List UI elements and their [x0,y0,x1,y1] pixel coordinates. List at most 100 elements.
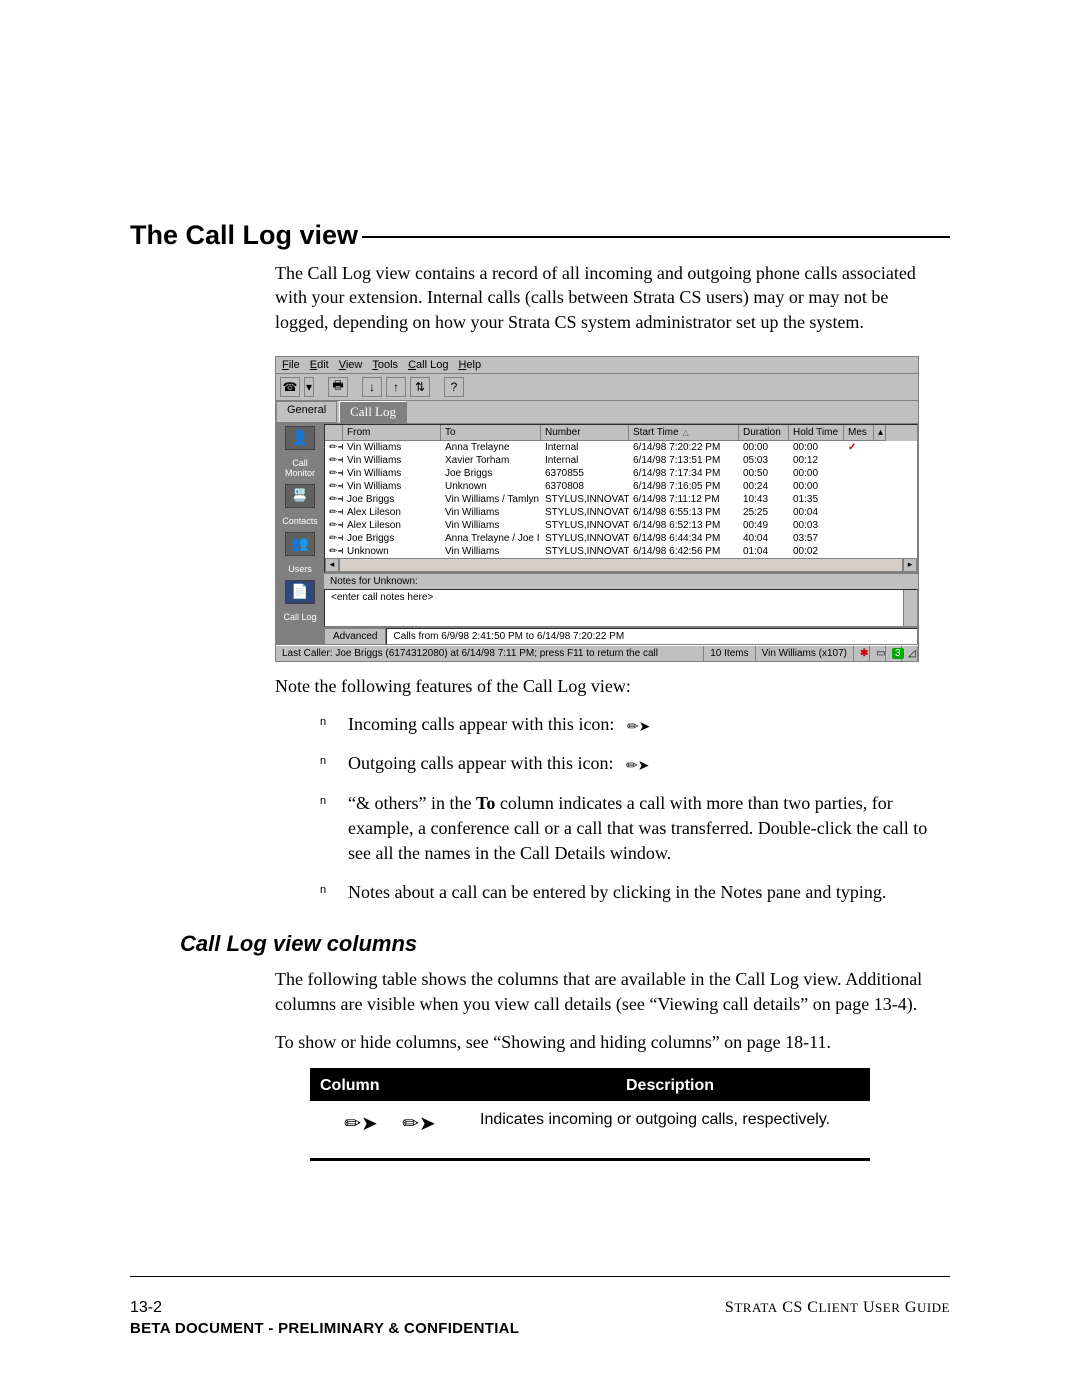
tab-advanced[interactable]: Advanced [324,628,386,645]
sidebar-item[interactable]: 📇 [279,484,321,510]
col-starttime[interactable]: Start Time△ [629,425,739,441]
col-number[interactable]: Number [541,425,629,441]
notes-scrollbar[interactable] [903,590,917,626]
status-lastcaller: Last Caller: Joe Briggs (6174312080) at … [276,646,704,661]
sidebar-item[interactable]: 👥 [279,532,321,558]
tb-down-icon[interactable]: ↓ [362,377,382,397]
user-icon: 👤 [285,426,315,450]
col-mes[interactable]: Mes [844,425,874,441]
feature-bullets: Incoming calls appear with this icon: ✏➤… [320,712,950,905]
cell-from: Joe Briggs [343,532,441,545]
col-icon[interactable] [325,425,343,441]
sidebar-item-users[interactable]: Users [279,564,321,574]
cell-mark [844,519,874,532]
horizontal-scrollbar[interactable]: ◂ ▸ [325,558,917,572]
cell-icons: ✏➤ ✏➤ [310,1101,470,1160]
menu-calllog[interactable]: Call Log [408,359,448,371]
cell-duration: 25:25 [739,506,789,519]
guide-title: STRATA CS CLIENT USER GUIDE [725,1299,950,1317]
sidebar-item-callmonitor[interactable]: Call Monitor [279,458,321,478]
cell-duration: 00:50 [739,467,789,480]
cell-from: Vin Williams [343,454,441,467]
cell-number: STYLUS,INNOVATI - [541,519,629,532]
tb-dropdown-icon[interactable]: ▾ [304,377,314,397]
table-row[interactable]: ✏➜Vin WilliamsAnna TrelayneInternal6/14/… [325,441,917,454]
cell-to: Joe Briggs [441,467,541,480]
cell-to: Vin Williams [441,545,541,558]
menu-help[interactable]: Help [458,359,481,371]
cell-hold: 00:00 [789,480,844,493]
menu-file[interactable]: File [282,359,300,371]
cell-mark [844,506,874,519]
sidebar-item[interactable]: 👤 [279,426,321,452]
tb-dial-icon[interactable]: ☎ [280,377,300,397]
cell-hold: 00:03 [789,519,844,532]
sidebar-item[interactable]: 📄 [279,580,321,606]
scroll-track[interactable] [339,558,903,572]
col-duration[interactable]: Duration [739,425,789,441]
col-holdtime[interactable]: Hold Time [789,425,844,441]
direction-icon: ✏➜ [325,532,343,545]
cell-to: Vin Williams [441,519,541,532]
status-tape-icon: ▭ [870,646,886,661]
resize-grip-icon[interactable]: ◿ [902,646,918,661]
col-scroll-up[interactable]: ▴ [874,425,886,441]
tab-calllog[interactable]: Call Log [339,401,407,423]
cell-hold: 00:00 [789,467,844,480]
intro-paragraph: The Call Log view contains a record of a… [275,261,940,334]
cell-duration: 00:49 [739,519,789,532]
table-row[interactable]: ✏➜Vin WilliamsUnknown63708086/14/98 7:16… [325,480,917,493]
cell-desc: Indicates incoming or outgoing calls, re… [470,1101,870,1160]
cell-mark [844,493,874,506]
table-row[interactable]: ✏➜Vin WilliamsJoe Briggs63708556/14/98 7… [325,467,917,480]
notes-textarea[interactable]: <enter call notes here> [324,589,918,627]
cell-duration: 40:04 [739,532,789,545]
cell-hold: 00:02 [789,545,844,558]
heading-text: The Call Log view [130,220,358,251]
cell-start: 6/14/98 7:20:22 PM [629,441,739,454]
cell-to: Anna Trelayne / Joe I [441,532,541,545]
cell-duration: 00:24 [739,480,789,493]
table-row[interactable]: ✏➜Alex LilesonVin WilliamsSTYLUS,INNOVAT… [325,506,917,519]
subheading: Call Log view columns [180,931,950,957]
call-log-grid: From To Number Start Time△ Duration Hold… [324,424,918,573]
cell-to: Vin Williams / Tamlyn [441,493,541,506]
menu-edit[interactable]: Edit [310,359,329,371]
col-to[interactable]: To [441,425,541,441]
cell-to: Unknown [441,480,541,493]
tb-print-icon[interactable]: 🖶 [328,377,348,397]
cell-hold: 03:57 [789,532,844,545]
menu-view[interactable]: View [339,359,363,371]
menu-tools[interactable]: Tools [372,359,398,371]
table-row[interactable]: ✏➜Joe BriggsAnna Trelayne / Joe ISTYLUS,… [325,532,917,545]
table-row[interactable]: ✏➜UnknownVin WilliamsSTYLUS,INNOVATI -6/… [325,545,917,558]
cell-number: 6370855 [541,467,629,480]
calllog-icon: 📄 [285,580,315,604]
status-itemcount: 10 Items [704,646,755,661]
columns-table: Column Description ✏➤ ✏➤ Indicates incom… [310,1068,870,1161]
sub-p2: To show or hide columns, see “Showing an… [275,1030,940,1054]
table-row[interactable]: ✏➜Vin WilliamsXavier TorhamInternal6/14/… [325,454,917,467]
status-alert-icon: ✱ [854,646,870,661]
tb-sort-icon[interactable]: ⇅ [410,377,430,397]
cell-mark [844,467,874,480]
cell-start: 6/14/98 6:52:13 PM [629,519,739,532]
sidebar-item-contacts[interactable]: Contacts [279,516,321,526]
table-row[interactable]: ✏➜Joe BriggsVin Williams / TamlynSTYLUS,… [325,493,917,506]
tb-up-icon[interactable]: ↑ [386,377,406,397]
col-from[interactable]: From [343,425,441,441]
cell-number: STYLUS,INNOVATI - [541,506,629,519]
table-row[interactable]: ✏➜Alex LilesonVin WilliamsSTYLUS,INNOVAT… [325,519,917,532]
direction-icon: ✏➜ [325,480,343,493]
grid-header: From To Number Start Time△ Duration Hold… [325,425,917,441]
tab-general[interactable]: General [276,401,337,423]
tb-help-icon[interactable]: ? [444,377,464,397]
cell-duration: 05:03 [739,454,789,467]
direction-icon: ✏➜ [325,441,343,454]
contacts-icon: 📇 [285,484,315,508]
direction-icon: ✏➜ [325,454,343,467]
sidebar-item-calllog[interactable]: Call Log [279,612,321,622]
scroll-left-icon[interactable]: ◂ [325,558,339,572]
scroll-right-icon[interactable]: ▸ [903,558,917,572]
toolbar: ☎ ▾ 🖶 ↓ ↑ ⇅ ? [276,374,918,401]
